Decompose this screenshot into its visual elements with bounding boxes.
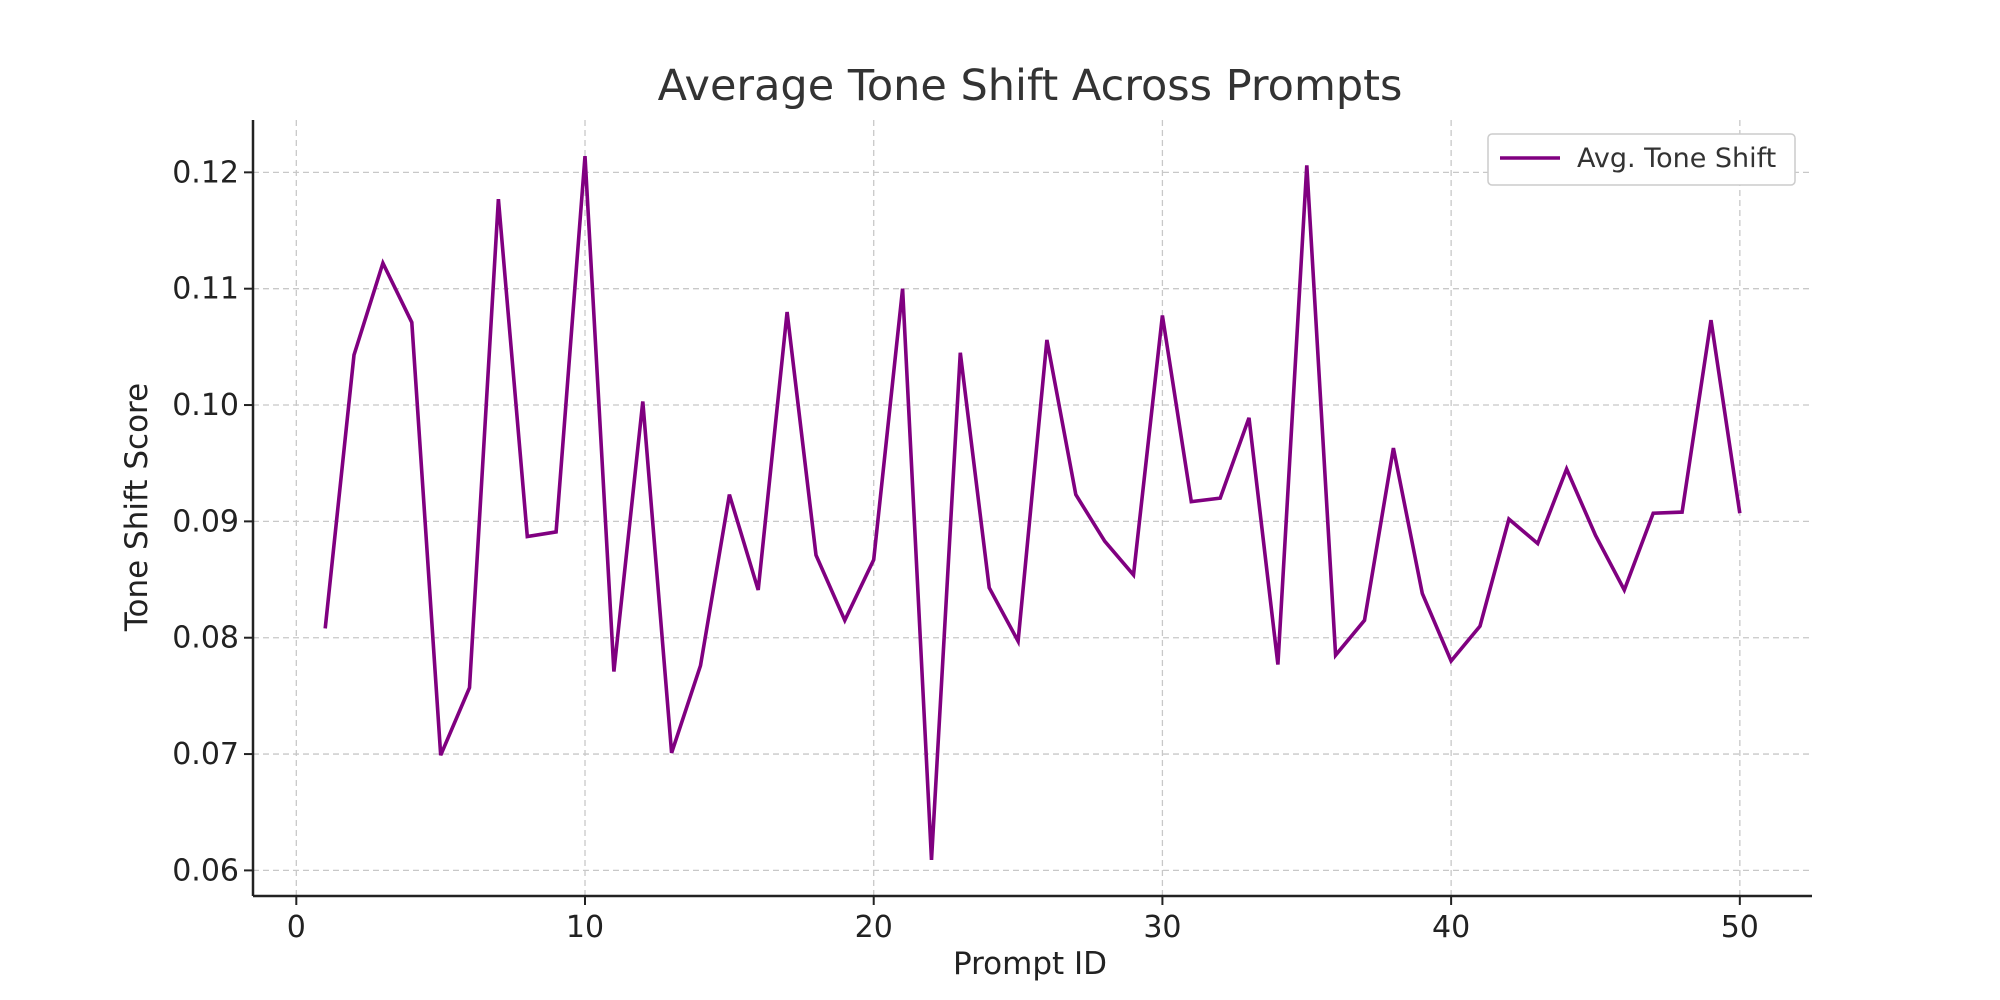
y-axis-title: Tone Shift Score xyxy=(119,383,155,632)
x-tick-label: 10 xyxy=(566,910,604,945)
axes: 0 10 20 30 40 50 0.06 0.07 0.08 0.09 0.10 0.11 0.12 xyxy=(172,120,1812,945)
x-tick-label: 40 xyxy=(1432,910,1470,945)
y-tick-label: 0.08 xyxy=(172,621,239,656)
y-tick-label: 0.07 xyxy=(172,737,239,772)
x-tick-label: 50 xyxy=(1721,910,1759,945)
series-layer xyxy=(323,155,1742,861)
x-tick-label: 0 xyxy=(287,910,306,945)
legend: Avg. Tone Shift xyxy=(1487,133,1796,186)
y-tick-label: 0.09 xyxy=(172,504,239,539)
series-line xyxy=(323,155,1742,861)
legend-label: Avg. Tone Shift xyxy=(1577,143,1776,174)
x-axis-title: Prompt ID xyxy=(953,946,1107,982)
y-tick-label: 0.11 xyxy=(172,272,239,307)
y-tick-label: 0.06 xyxy=(172,853,239,888)
y-tick-label: 0.10 xyxy=(172,388,239,423)
y-tick-label: 0.12 xyxy=(172,155,239,190)
x-tick-label: 30 xyxy=(1143,910,1181,945)
chart-title: Average Tone Shift Across Prompts xyxy=(658,61,1403,111)
x-tick-label: 20 xyxy=(855,910,893,945)
legend-box xyxy=(1487,133,1796,186)
